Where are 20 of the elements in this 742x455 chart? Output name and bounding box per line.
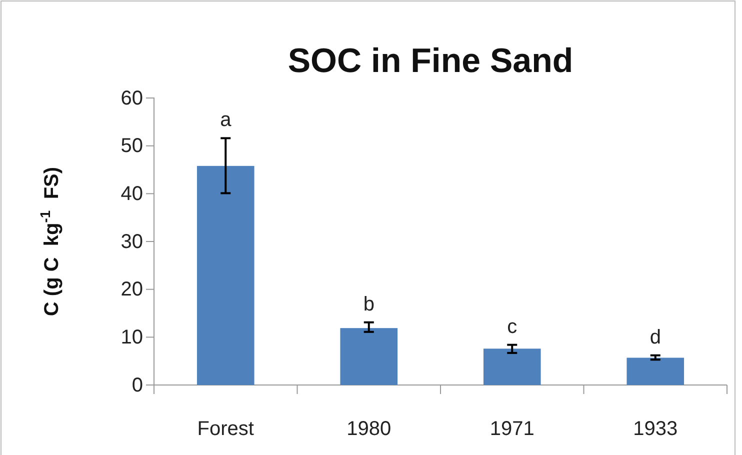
x-tick-label: 1980 [346,418,392,440]
y-tick-label: 30 [120,230,143,253]
x-tick-label: Forest [197,418,254,440]
bar [626,358,684,385]
annotation: b [363,293,374,316]
bar [196,166,254,385]
x-tick-label: 1933 [633,418,678,440]
y-tick-label: 20 [120,278,143,301]
annotation: d [650,326,661,348]
bar [483,348,541,385]
y-tick-label: 40 [120,183,143,206]
y-tick-label: 0 [132,374,143,396]
y-tick-label: 10 [120,326,143,349]
annotation: a [220,109,232,132]
bar [340,328,398,385]
chart-title: SOC in Fine Sand [288,42,574,80]
y-tick-label: 60 [120,87,143,110]
annotation: c [507,316,518,338]
x-tick-label: 1971 [490,418,534,440]
y-tick-label: 50 [120,135,143,158]
